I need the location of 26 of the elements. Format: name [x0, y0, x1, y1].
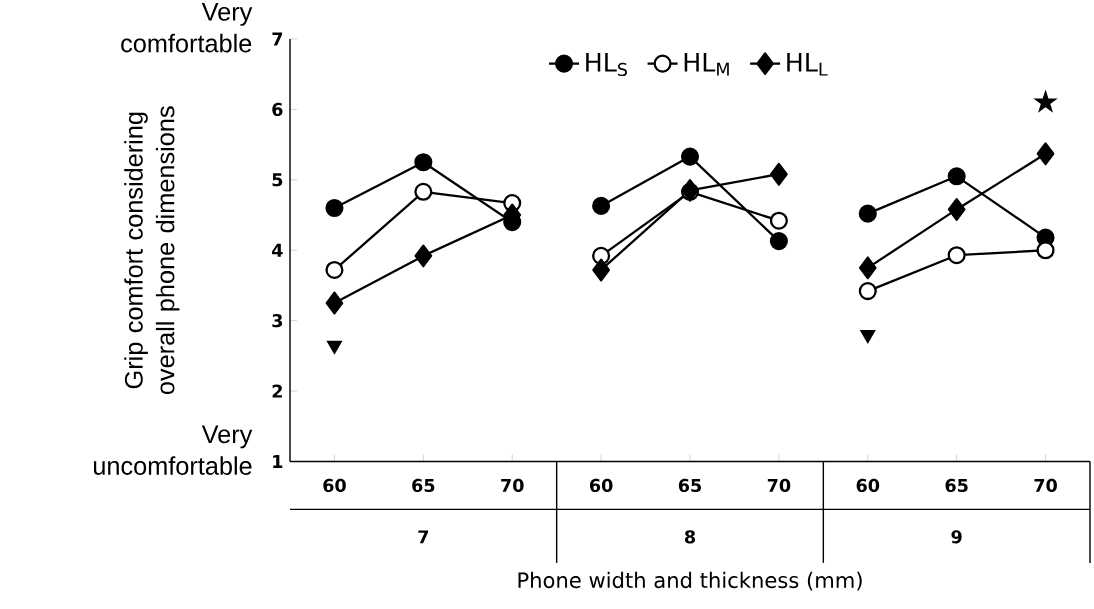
- legend-label: HL$_{L}$: [787, 53, 828, 76]
- x-tick-label: 65: [412, 478, 435, 493]
- y-tick-label: 5: [272, 173, 283, 187]
- text: Very comfortable: [121, 3, 253, 53]
- text: 7: [418, 530, 429, 544]
- x-tick-label: 70: [767, 478, 791, 493]
- legend-label: HL$_{S}$: [586, 53, 627, 77]
- text: Very uncomfortable: [93, 425, 253, 475]
- x-tick-label: 70: [1034, 478, 1057, 493]
- x-tick-label: 60: [856, 478, 880, 493]
- x-axis-title: Phone width and thickness (mm): [518, 571, 862, 591]
- y-tick-label: 7: [272, 32, 283, 46]
- x-tick-label: 60: [589, 478, 613, 493]
- x-tick-label: 65: [678, 478, 701, 493]
- x-tick-label: 60: [323, 478, 346, 493]
- y-tick-label: 6: [272, 102, 283, 117]
- text: 9: [951, 530, 962, 544]
- y-tick-label: 1: [273, 455, 283, 468]
- y-tick-label: 4: [272, 243, 283, 257]
- y-tick-label: 2: [272, 384, 282, 398]
- legend-label: HL$_{M}$: [684, 53, 729, 76]
- x-tick-label: 65: [945, 478, 968, 493]
- y-axis-title: Grip comfort considering overall phone dimensions: [124, 106, 180, 395]
- x-tick-label: 70: [501, 478, 524, 493]
- text: 8: [684, 530, 696, 544]
- y-tick-label: 3: [272, 314, 283, 328]
